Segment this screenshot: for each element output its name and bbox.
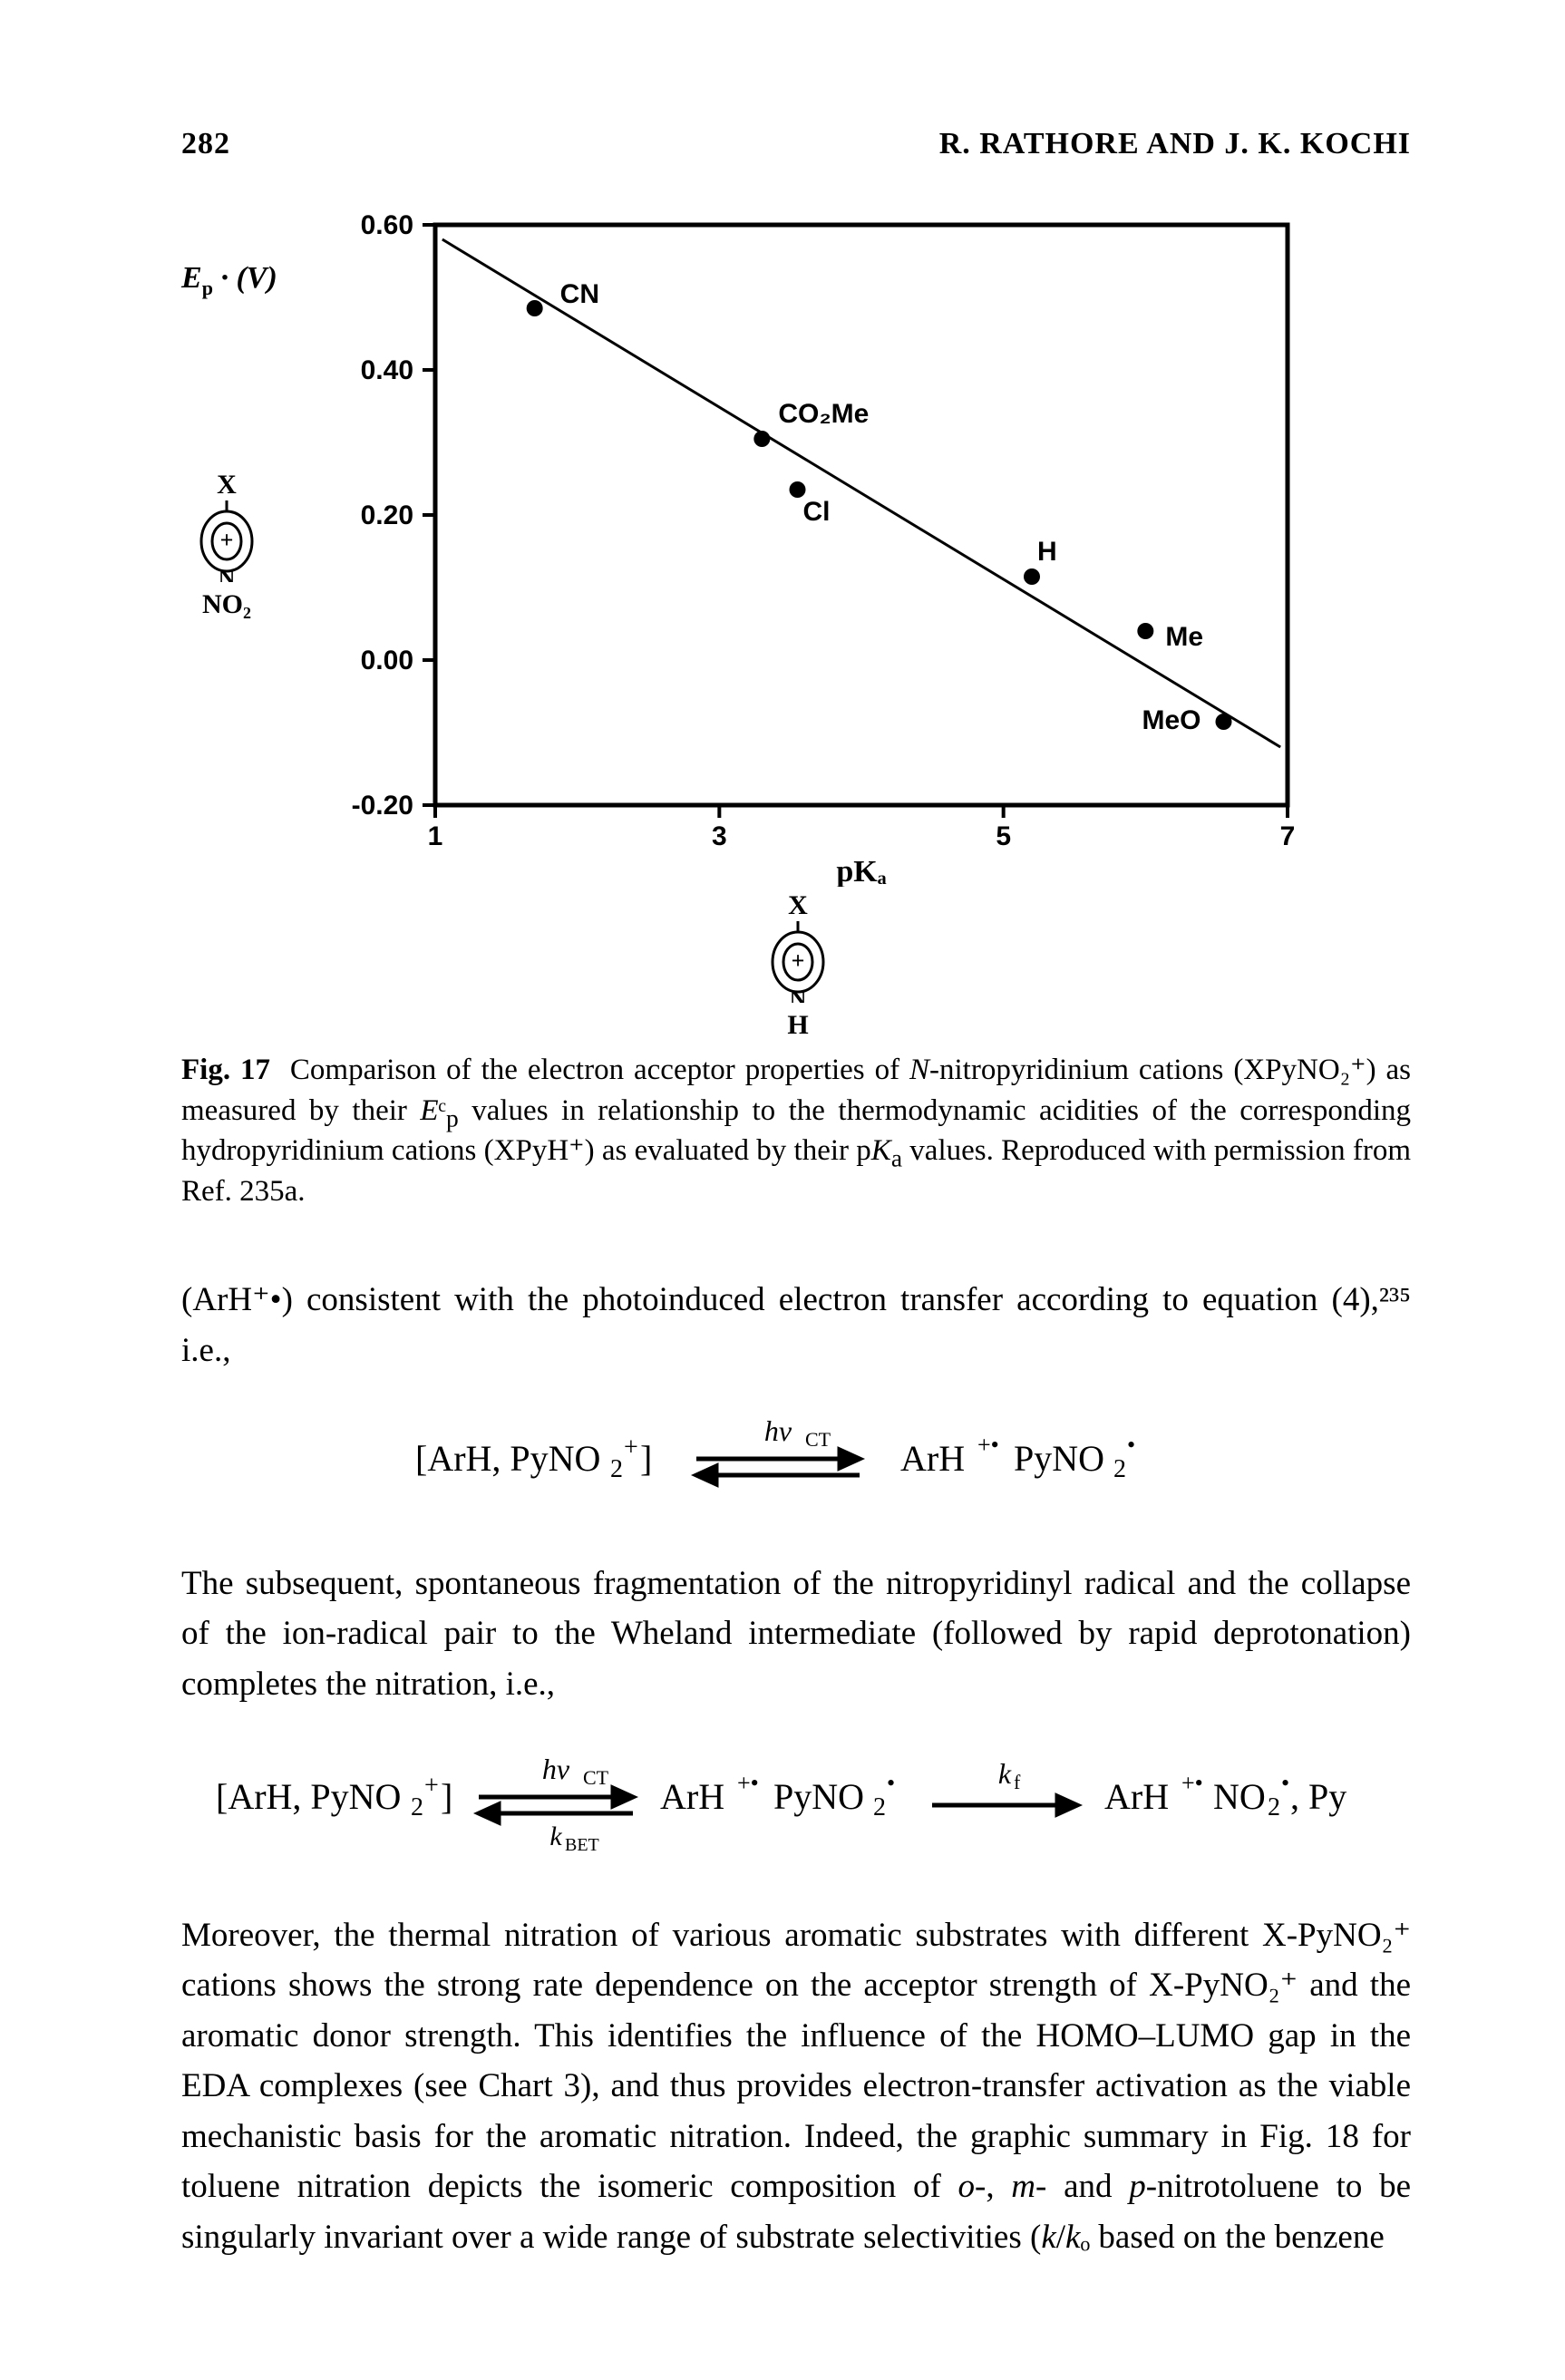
svg-text:H: H xyxy=(1037,537,1057,567)
svg-text:-0.20: -0.20 xyxy=(352,791,413,821)
svg-text:+: + xyxy=(624,1433,638,1462)
svg-text:5: 5 xyxy=(996,821,1011,851)
paragraph-1: (ArH⁺•) consistent with the photoinduced… xyxy=(181,1275,1411,1375)
page-number: 282 xyxy=(181,127,230,161)
figure-17-chart: -0.20 0.00 0.20 0.40 0.60 1 3 5 7 pKₐ CN CO₂Me Cl H Me… xyxy=(326,198,1324,887)
svg-text:+: + xyxy=(220,527,234,553)
svg-text:pKₐ: pKₐ xyxy=(836,855,886,887)
svg-text:+•: +• xyxy=(737,1770,759,1796)
svg-text:k: k xyxy=(998,1757,1012,1790)
svg-text:•: • xyxy=(1127,1432,1135,1458)
x-struct-top: X xyxy=(762,890,834,921)
svg-text:NO: NO xyxy=(1213,1776,1266,1817)
chart-svg: -0.20 0.00 0.20 0.40 0.60 1 3 5 7 pKₐ CN CO₂Me Cl H Me… xyxy=(326,198,1324,887)
svg-text:, Py: , Py xyxy=(1290,1776,1346,1817)
svg-text:+: + xyxy=(792,947,805,974)
svg-text:[ArH, PyNO: [ArH, PyNO xyxy=(415,1438,600,1479)
paragraph-2: The subsequent, spontaneous fragmentatio… xyxy=(181,1559,1411,1710)
svg-text:CT: CT xyxy=(805,1428,831,1451)
svg-text:BET: BET xyxy=(565,1835,599,1855)
authors: R. RATHORE AND J. K. KOCHI xyxy=(939,127,1411,161)
equation-2: [ArH, PyNO 2 + ] hν CT k BET ArH +• PyNO… xyxy=(181,1736,1411,1874)
svg-text:[ArH, PyNO: [ArH, PyNO xyxy=(216,1776,401,1817)
svg-text:0.20: 0.20 xyxy=(361,500,413,530)
svg-text:1: 1 xyxy=(428,821,443,851)
svg-text:Cl: Cl xyxy=(803,497,831,527)
pyridinium-ring-icon: + N xyxy=(762,921,834,1003)
pyridinium-ring-icon: + N xyxy=(190,500,263,582)
svg-text:k: k xyxy=(549,1821,562,1851)
svg-text:2: 2 xyxy=(1113,1455,1126,1483)
svg-text:ArH: ArH xyxy=(900,1438,965,1479)
equation-1-svg: [ArH, PyNO 2 + ] hν CT ArH +• PyNO 2 • xyxy=(388,1403,1204,1511)
svg-text:2: 2 xyxy=(873,1793,886,1821)
svg-text:PyNO: PyNO xyxy=(1014,1438,1104,1479)
svg-text:Me: Me xyxy=(1165,622,1203,652)
svg-text:]: ] xyxy=(640,1438,652,1479)
svg-text:]: ] xyxy=(441,1776,452,1817)
svg-text:CT: CT xyxy=(583,1766,609,1789)
svg-text:ArH: ArH xyxy=(1104,1776,1169,1817)
svg-text:•: • xyxy=(1281,1770,1289,1796)
svg-text:+: + xyxy=(424,1772,439,1800)
y-axis-label: Ep · (V) xyxy=(181,261,277,296)
svg-text:0.00: 0.00 xyxy=(361,646,413,675)
svg-text:0.40: 0.40 xyxy=(361,355,413,385)
svg-text:+•: +• xyxy=(1181,1770,1203,1796)
paragraph-3: Moreover, the thermal nitration of vario… xyxy=(181,1910,1411,2263)
y-struct-bottom: NO₂ xyxy=(190,589,263,620)
page: 282 R. RATHORE AND J. K. KOCHI -0.20 0.00… xyxy=(0,0,1565,2380)
caption-text: Comparison of the electron acceptor prop… xyxy=(181,1054,1411,1208)
svg-text:2: 2 xyxy=(610,1455,623,1483)
svg-text:2: 2 xyxy=(411,1793,423,1821)
svg-text:+•: +• xyxy=(977,1432,999,1458)
x-struct-bottom: H xyxy=(762,1010,834,1041)
page-header: 282 R. RATHORE AND J. K. KOCHI xyxy=(181,127,1411,161)
svg-text:•: • xyxy=(887,1770,895,1796)
equation-1: [ArH, PyNO 2 + ] hν CT ArH +• PyNO 2 • xyxy=(181,1403,1411,1522)
svg-text:2: 2 xyxy=(1268,1793,1280,1821)
svg-text:N: N xyxy=(790,986,807,1003)
svg-text:MeO: MeO xyxy=(1142,705,1201,735)
svg-text:f: f xyxy=(1014,1771,1021,1793)
figure-label: Fig. 17 xyxy=(181,1054,270,1086)
svg-text:0.60: 0.60 xyxy=(361,210,413,240)
svg-text:CO₂Me: CO₂Me xyxy=(778,399,869,429)
y-struct-top: X xyxy=(190,470,263,500)
svg-text:PyNO: PyNO xyxy=(773,1776,864,1817)
svg-text:3: 3 xyxy=(712,821,727,851)
equation-2-svg: [ArH, PyNO 2 + ] hν CT k BET ArH +• PyNO… xyxy=(207,1736,1385,1863)
x-axis-structure: X + N H xyxy=(762,890,834,1041)
figure-caption: Fig. 17 Comparison of the electron accep… xyxy=(181,1050,1411,1211)
svg-text:CN: CN xyxy=(560,279,599,309)
svg-text:hν: hν xyxy=(764,1414,792,1447)
svg-text:7: 7 xyxy=(1280,821,1296,851)
y-axis-structure: X + N NO₂ xyxy=(190,470,263,620)
svg-text:ArH: ArH xyxy=(660,1776,724,1817)
svg-text:N: N xyxy=(219,565,236,582)
svg-text:hν: hν xyxy=(542,1753,570,1785)
